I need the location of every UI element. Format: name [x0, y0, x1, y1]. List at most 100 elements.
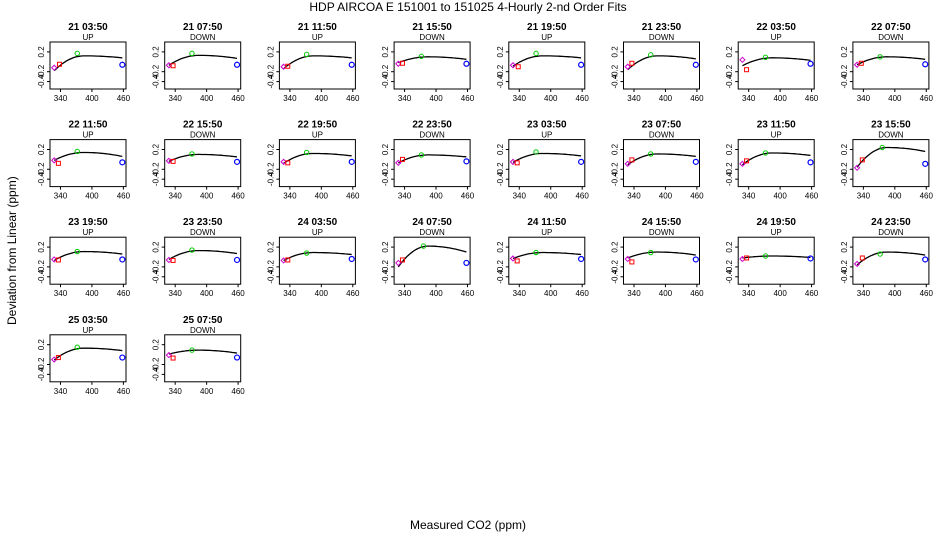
panel-title: 22 11:50: [69, 120, 108, 131]
fit-curve: [512, 251, 582, 260]
panel-title: 23 15:50: [871, 120, 911, 131]
y-tick-label: 0.2: [496, 143, 505, 155]
data-point-high: [578, 61, 585, 68]
data-point-mid-low: [285, 257, 291, 263]
y-tick-label: -0.2: [725, 259, 734, 273]
y-tick-label: -0.4: [266, 269, 275, 283]
data-point-low: [509, 62, 517, 69]
x-tick-label: 460: [805, 192, 819, 201]
data-point-high: [233, 354, 241, 361]
x-tick-label: 340: [513, 192, 527, 201]
x-tick-label: 400: [659, 192, 673, 201]
panel-title: 21 11:50: [298, 22, 337, 33]
data-point-high: [922, 256, 929, 263]
panel-frame: [49, 139, 127, 188]
data-point-high: [463, 259, 470, 267]
data-point-mid-low: [170, 355, 176, 361]
data-point-mid-low: [399, 60, 405, 66]
panel-direction: DOWN: [878, 228, 904, 237]
data-point-mid-low: [629, 259, 635, 265]
panel-frame: [508, 41, 586, 90]
data-point-mid-low: [55, 257, 61, 263]
data-point-low: [624, 63, 631, 70]
data-point-mid-high: [879, 144, 885, 151]
y-tick-label: 0.2: [496, 46, 505, 58]
panel-title: 21 19:50: [527, 22, 567, 33]
data-point-mid-low: [859, 255, 865, 261]
fit-curve: [283, 251, 352, 262]
x-tick-label: 460: [231, 94, 245, 103]
panel-frame: [852, 41, 930, 90]
y-tick-label: -0.4: [152, 367, 161, 381]
data-point-mid-high: [189, 347, 195, 353]
data-point-low: [739, 56, 746, 64]
data-point-low: [624, 255, 631, 263]
x-tick-label: 400: [659, 289, 673, 298]
y-tick-label: -0.4: [266, 172, 275, 186]
x-tick-label: 340: [54, 289, 68, 298]
data-point-mid-low: [399, 257, 405, 263]
data-point-mid-high: [762, 54, 769, 61]
data-point-low: [853, 260, 861, 268]
x-tick-label: 460: [920, 94, 934, 103]
y-tick-label: -0.4: [152, 269, 161, 283]
data-point-mid-high: [189, 50, 195, 57]
panel-title: 24 23:50: [871, 217, 911, 228]
data-point-mid-low: [515, 64, 521, 70]
x-tick-label: 400: [773, 94, 787, 103]
fit-curve: [742, 57, 811, 67]
x-tick-label: 340: [283, 94, 297, 103]
x-tick-label: 460: [920, 192, 934, 201]
data-point-high: [922, 160, 929, 167]
x-tick-label: 460: [346, 289, 360, 298]
y-tick-label: -0.4: [37, 172, 46, 186]
data-point-mid-high: [74, 248, 80, 255]
panel-direction: DOWN: [419, 33, 445, 42]
x-tick-label: 460: [231, 289, 245, 298]
panel-direction: UP: [312, 131, 323, 140]
data-point-mid-high: [74, 50, 80, 57]
x-tick-label: 400: [659, 94, 673, 103]
data-point-mid-low: [629, 157, 635, 163]
y-tick-label: -0.4: [37, 269, 46, 283]
x-tick-label: 340: [857, 192, 871, 201]
fit-curve: [283, 55, 352, 70]
fit-curve: [168, 249, 238, 261]
y-tick-label: -0.2: [266, 64, 275, 78]
y-tick-label: -0.2: [496, 64, 505, 78]
y-tick-label: -0.4: [725, 269, 734, 283]
panel-title: 24 19:50: [756, 217, 796, 228]
y-tick-label: -0.4: [840, 74, 849, 88]
data-point-high: [119, 256, 126, 263]
y-tick-label: -0.2: [37, 259, 46, 273]
data-point-mid-low: [170, 158, 176, 164]
y-tick-label: 0.2: [611, 46, 620, 58]
data-point-high: [692, 61, 699, 68]
x-tick-label: 340: [513, 289, 527, 298]
x-tick-label: 400: [429, 289, 443, 298]
x-tick-label: 460: [575, 94, 589, 103]
panel-frame: [737, 236, 815, 285]
data-point-high: [807, 159, 814, 166]
panel-frame: [508, 139, 586, 188]
x-tick-label: 460: [231, 192, 245, 201]
data-point-mid-low: [399, 156, 405, 162]
data-point-mid-high: [303, 149, 310, 156]
x-tick-label: 340: [627, 94, 641, 103]
fit-curve: [53, 151, 123, 161]
x-tick-label: 460: [805, 94, 819, 103]
data-point-mid-high: [648, 249, 654, 256]
data-point-mid-low: [170, 63, 176, 69]
x-tick-label: 400: [85, 192, 99, 201]
panel-direction: UP: [541, 228, 552, 237]
fit-curve: [283, 152, 352, 164]
y-tick-label: 0.2: [37, 46, 46, 58]
y-tick-label: -0.2: [152, 162, 161, 176]
panel-frame: [737, 139, 815, 188]
panel-title: 23 11:50: [757, 120, 796, 131]
data-point-high: [463, 60, 470, 67]
x-tick-label: 400: [773, 289, 787, 298]
x-tick-label: 400: [85, 94, 99, 103]
panel-direction: UP: [541, 33, 552, 42]
